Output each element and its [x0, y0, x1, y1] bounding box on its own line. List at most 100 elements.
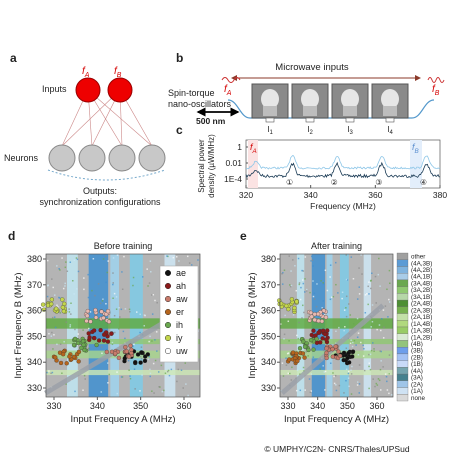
map-speckle — [77, 333, 80, 335]
map-speckle — [89, 311, 92, 313]
credit: © UMPHY/C2N- CNRS/Thales/UPSud — [264, 444, 409, 454]
map-speckle — [112, 283, 114, 286]
map-speckle — [322, 282, 324, 284]
map-speckle — [380, 389, 382, 391]
map-speckle — [121, 288, 124, 291]
x-tick-label: 350 — [133, 401, 148, 411]
colorbar-cell — [396, 313, 409, 321]
map-speckle — [350, 256, 353, 258]
map-speckle — [361, 273, 363, 275]
x-tick-label: 330 — [280, 401, 295, 411]
y-tick-label: 340 — [27, 357, 42, 367]
map-speckle — [121, 271, 123, 273]
map-speckle — [69, 324, 72, 326]
map-speckle — [172, 256, 175, 259]
map-speckle — [178, 260, 180, 262]
map-speckle — [305, 351, 307, 353]
map-speckle — [347, 370, 350, 373]
map-speckle — [358, 364, 361, 366]
peak-number: ④ — [420, 178, 427, 187]
neuron-node — [108, 144, 136, 172]
plot-title: Before training — [94, 241, 153, 251]
map-speckle — [111, 341, 114, 344]
map-speckle — [177, 368, 180, 371]
legend-marker — [164, 295, 172, 303]
map-speckle — [59, 312, 62, 314]
sample-point — [93, 315, 99, 320]
colorbar-label: (3A) — [411, 375, 423, 382]
map-speckle — [329, 276, 331, 278]
sample-point — [308, 310, 314, 315]
map-speckle — [294, 303, 296, 305]
map-speckle — [299, 389, 302, 392]
map-speckle — [58, 296, 60, 299]
frequency-label: fB — [114, 66, 122, 79]
map-speckle — [390, 394, 393, 396]
map-speckle — [370, 326, 372, 328]
sample-point — [72, 336, 78, 342]
map-speckle — [378, 257, 380, 260]
map-speckle — [143, 314, 146, 316]
map-speckle — [312, 265, 314, 267]
map-speckle — [295, 389, 298, 392]
map-speckle — [356, 298, 359, 300]
colorbar-cell — [396, 360, 409, 368]
colorbar-label: (1A,3B) — [411, 328, 432, 335]
map-speckle — [114, 331, 116, 334]
map-speckle — [50, 335, 53, 337]
sample-point — [85, 313, 90, 318]
map-speckle — [351, 365, 353, 368]
map-speckle — [113, 314, 116, 317]
map-speckle — [364, 311, 367, 314]
x-tick-label: 340 — [90, 401, 105, 411]
current-label: I3 — [347, 125, 353, 136]
legend-label: er — [176, 307, 184, 317]
map-speckle — [297, 257, 300, 260]
sample-point — [116, 355, 122, 360]
map-speckle — [113, 292, 116, 295]
sample-point — [324, 350, 329, 356]
map-speckle — [54, 294, 56, 296]
sample-point — [294, 299, 299, 304]
sample-point — [143, 354, 148, 359]
map-speckle — [54, 326, 57, 329]
label: 500 nm — [196, 116, 226, 126]
subscript: B — [435, 90, 440, 97]
sample-point — [128, 343, 133, 348]
map-speckle — [158, 386, 160, 388]
map-speckle — [383, 326, 385, 328]
x-tick-label: 330 — [46, 401, 61, 411]
map-speckle — [87, 296, 90, 299]
contact — [265, 117, 275, 123]
map-speckle — [51, 371, 54, 374]
sample-point — [76, 349, 82, 354]
map-speckle — [297, 337, 299, 340]
contact — [345, 117, 355, 123]
map-speckle — [343, 329, 345, 332]
sample-point — [123, 345, 128, 350]
map-speckle — [82, 329, 84, 331]
b-band — [280, 338, 393, 345]
map-speckle — [184, 362, 187, 364]
map-speckle — [379, 350, 381, 352]
map-speckle — [105, 302, 107, 305]
map-speckle — [368, 362, 370, 364]
current-label: I2 — [307, 125, 313, 136]
colorbar-cell — [396, 273, 409, 281]
map-speckle — [168, 374, 171, 377]
map-speckle — [345, 307, 347, 309]
y-tick-label: 360 — [27, 306, 42, 316]
map-speckle — [129, 377, 132, 380]
colorbar-label: other — [411, 254, 425, 261]
map-speckle — [73, 259, 76, 261]
map-speckle — [111, 343, 114, 346]
sample-point — [102, 332, 107, 337]
map-speckle — [143, 325, 146, 327]
symbol: f — [224, 84, 228, 95]
sample-point — [93, 307, 98, 313]
map-speckle — [141, 276, 144, 278]
map-speckle — [335, 261, 337, 264]
map-speckle — [120, 308, 123, 311]
map-speckle — [388, 373, 391, 375]
map-speckle — [175, 256, 178, 258]
